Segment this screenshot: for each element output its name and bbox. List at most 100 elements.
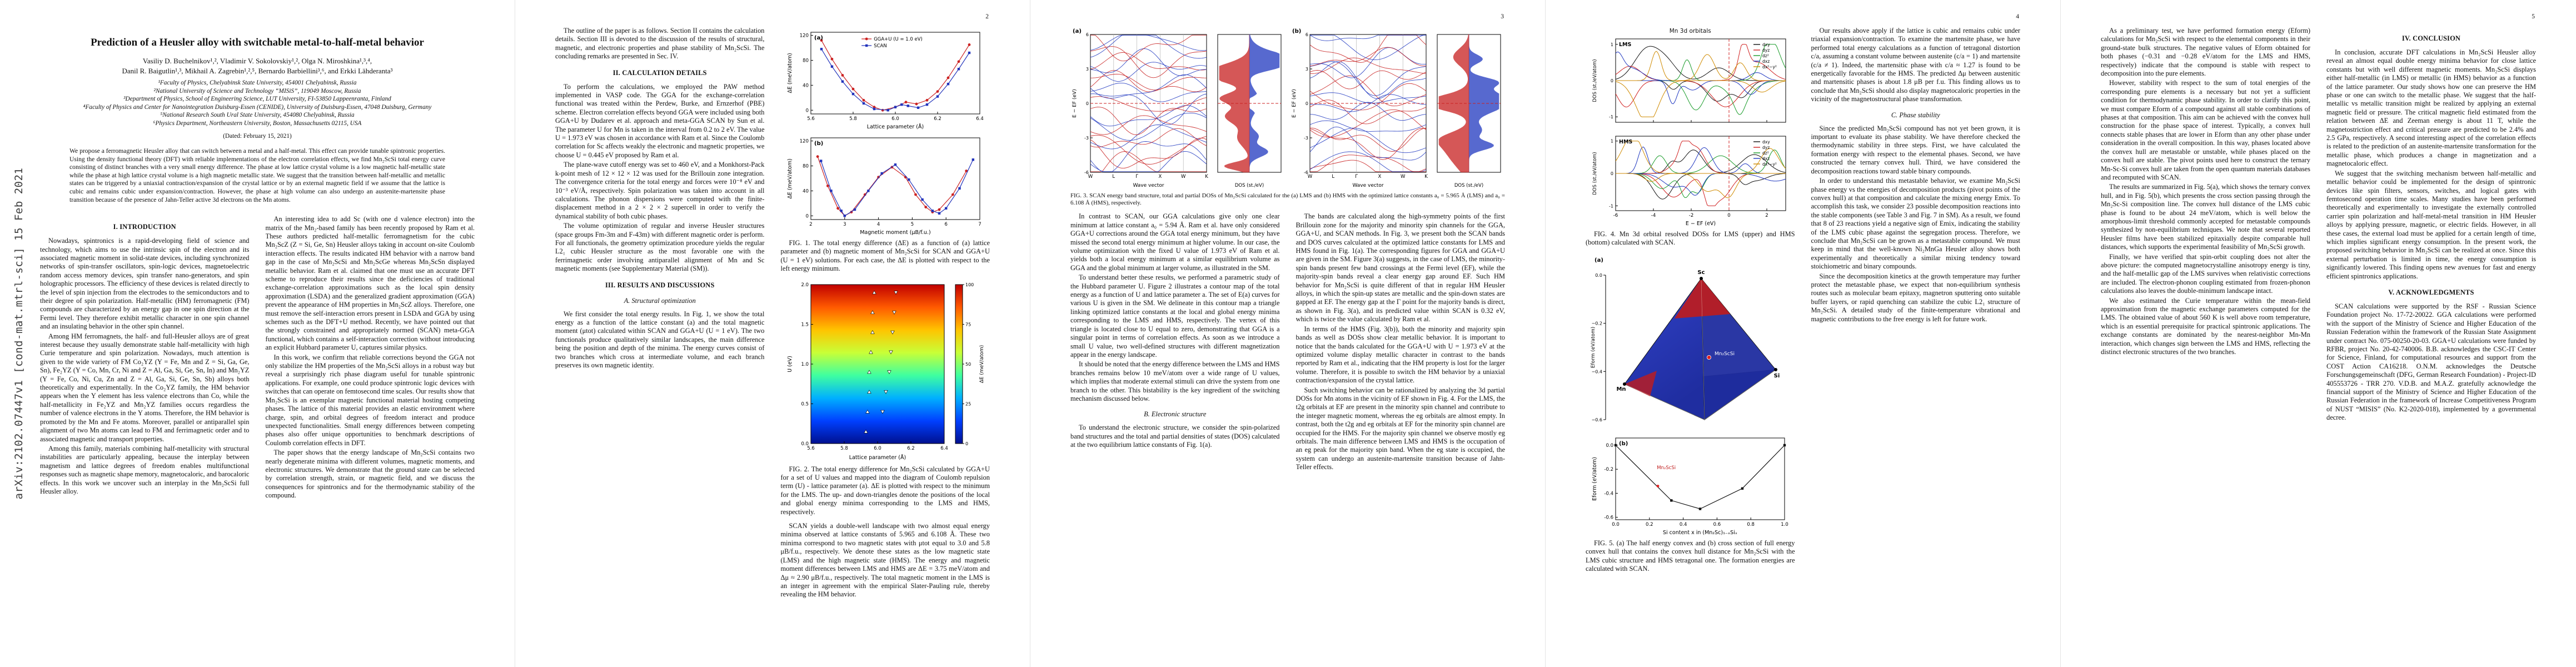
svg-text:-6: -6 — [1304, 170, 1308, 175]
svg-text:U (eV): U (eV) — [787, 356, 793, 372]
svg-text:100: 100 — [965, 282, 974, 287]
svg-text:40: 40 — [803, 188, 809, 194]
svg-text:1.0: 1.0 — [801, 362, 809, 367]
svg-text:0.2: 0.2 — [1646, 522, 1653, 527]
svg-text:0.6: 0.6 — [1713, 522, 1721, 527]
paragraph: In order to understand this metastable b… — [1811, 177, 2021, 271]
svg-text:E − EF (eV): E − EF (eV) — [1686, 221, 1716, 227]
paragraph: We suggest that the switching mechanism … — [2326, 169, 2536, 280]
paragraph: Finally, we have verified that spin-orbi… — [2101, 252, 2310, 295]
svg-text:dz²: dz² — [1762, 151, 1769, 156]
svg-text:75: 75 — [965, 322, 971, 327]
svg-text:W: W — [1307, 174, 1312, 180]
svg-text:5: 5 — [910, 222, 913, 227]
svg-text:Γ: Γ — [1355, 174, 1358, 180]
svg-text:0.0: 0.0 — [801, 441, 809, 447]
svg-text:0.0: 0.0 — [1612, 522, 1620, 527]
svg-text:1.5: 1.5 — [801, 322, 809, 327]
section-heading-introduction: I. INTRODUCTION — [113, 223, 176, 231]
page2-right-column: 5.6 5.8 6.0 6.2 6.4 0 40 80 120 Lattice parameter… — [781, 27, 990, 611]
fig2-energy-heatmap: 5.6 5.8 6.0 6.2 6.4 0.0 0.5 1.0 1.5 2.0 Lattice pa… — [787, 282, 985, 461]
paragraph: In contrast to SCAN, our GGA calculation… — [1070, 212, 1280, 272]
svg-text:−0.6: −0.6 — [1592, 417, 1602, 422]
svg-text:dxy: dxy — [1762, 42, 1770, 47]
svg-text:6: 6 — [1306, 32, 1308, 37]
arxiv-stamp: arXiv:2102.07447v1 [cond-mat.mtrl-sci] 1… — [13, 167, 25, 500]
figure-4-title: Mn 3d orbitals — [1669, 28, 1711, 34]
section-heading-results: III. RESULTS AND DISCUSSIONS — [605, 281, 715, 289]
paragraph: Among this family, materials combining h… — [40, 444, 250, 495]
svg-text:6.4: 6.4 — [976, 116, 984, 122]
svg-text:5.8: 5.8 — [840, 446, 848, 451]
svg-text:3: 3 — [1086, 67, 1089, 72]
affiliation: ²National University of Science and Tech… — [153, 87, 361, 94]
svg-text:5.6: 5.6 — [807, 116, 815, 122]
page5-right-column: IV. CONCLUSION In conclusion, accurate D… — [2326, 27, 2536, 611]
svg-text:-1: -1 — [1609, 115, 1613, 120]
paragraph: The paper shows that the energy landscap… — [265, 449, 475, 500]
svg-text:6: 6 — [944, 222, 947, 227]
fig1-energy-vs-lattice-chart: 5.6 5.8 6.0 6.2 6.4 0 40 80 120 Lattice parameter… — [787, 32, 984, 130]
svg-text:(b): (b) — [814, 141, 823, 147]
svg-text:6.2: 6.2 — [934, 116, 941, 122]
svg-text:6.0: 6.0 — [874, 446, 881, 451]
affiliation: ³Department of Physics, School of Engine… — [123, 96, 391, 102]
page1-right-column: An interesting idea to add Sc (with one … — [266, 215, 475, 571]
subsection-heading-structural-optimization: A. Structural optimization — [624, 296, 696, 305]
svg-text:-0.4: -0.4 — [1605, 491, 1614, 496]
svg-text:Eform (eV/atom): Eform (eV/atom) — [1592, 457, 1598, 501]
svg-text:L: L — [1332, 174, 1334, 180]
svg-text:X: X — [1158, 174, 1162, 180]
paragraph: To understand the electronic structure, … — [1070, 424, 1280, 449]
paragraph: SCAN calculations were supported by the … — [2326, 302, 2536, 422]
svg-text:dyz: dyz — [1762, 48, 1770, 53]
svg-text:DOS (st./eV): DOS (st./eV) — [1454, 183, 1483, 188]
svg-text:W: W — [1088, 174, 1093, 180]
page-1: Prediction of a Heusler alloy with switc… — [0, 0, 515, 667]
figure-2-caption: FIG. 2. The total energy difference for … — [780, 465, 990, 516]
svg-text:6.2: 6.2 — [907, 446, 915, 451]
svg-text:2.0: 2.0 — [801, 282, 809, 288]
fig3-band-structure-hms: -6 -3 0 3 6 W L Γ X W K Wave vector E − EF (eV) (b) — [1292, 28, 1428, 188]
svg-text:Sc: Sc — [1698, 270, 1705, 276]
svg-text:(b): (b) — [1292, 28, 1301, 34]
fig4-orbital-dos-hms: -6 -4 -2 0 2 -1 0 1 E − EF (eV) DOS (st./eV/atom)… — [1592, 136, 1786, 227]
paragraph: The volume optimization of regular and i… — [555, 222, 765, 273]
svg-text:Si: Si — [1774, 373, 1780, 379]
paragraph: Since the predicted Mn₂ScSi compound has… — [1811, 124, 2021, 175]
paragraph: An interesting idea to add Sc (with one … — [265, 215, 475, 352]
page-3: 3 -6 -3 0 3 6 W L Γ X W K Wave vector E − EF (eV) (a)… — [1030, 0, 1546, 667]
svg-text:ΔE (meV/atom): ΔE (meV/atom) — [787, 53, 793, 93]
paragraph: Our results above apply if the lattice i… — [1811, 27, 2021, 103]
svg-text:dx²−y²: dx²−y² — [1762, 162, 1777, 167]
svg-text:Si content x in (Mn₂Sc)₁₋ₓSiₓ: Si content x in (Mn₂Sc)₁₋ₓSiₓ — [1663, 530, 1737, 536]
svg-text:0: 0 — [805, 108, 808, 113]
paragraph: To perform the calculations, we employed… — [555, 82, 765, 159]
figure-5-caption: FIG. 5. (a) The half energy convex and (… — [1586, 539, 1795, 573]
paragraph: The results are summarized in Fig. 5(a),… — [2101, 183, 2310, 251]
svg-text:120: 120 — [800, 139, 809, 145]
svg-text:Eform (eV/atom): Eform (eV/atom) — [1591, 327, 1596, 369]
svg-text:25: 25 — [965, 401, 971, 406]
svg-text:(a): (a) — [1595, 257, 1603, 263]
section-heading-acknowledgments: V. ACKNOWLEDGMENTS — [2388, 288, 2474, 296]
svg-text:dyz: dyz — [1762, 145, 1770, 150]
authors-line-1: Vasiliy D. Buchelnikov¹,², Vladimir V. S… — [142, 57, 372, 65]
page4-left-column: Mn 3d orbitals -1 0 1 DOS (st./eV/atom) dxy d… — [1586, 27, 1795, 611]
figure-1: 5.6 5.8 6.0 6.2 6.4 0 40 80 120 Lattice parameter… — [781, 28, 990, 273]
svg-text:dxy: dxy — [1762, 140, 1770, 145]
svg-text:E − EF (eV): E − EF (eV) — [1292, 89, 1297, 117]
page1-left-column: I. INTRODUCTION Nowadays, spintronics is… — [40, 215, 250, 571]
svg-text:L: L — [1112, 174, 1115, 180]
svg-text:Mn₂ScSi: Mn₂ScSi — [1657, 465, 1676, 471]
page-2: 2 The outline of the paper is as follows… — [515, 0, 1030, 667]
figure-3: -6 -3 0 3 6 W L Γ X W K Wave vector E − EF (eV) (a) D… — [1070, 27, 1505, 207]
svg-text:1: 1 — [1611, 42, 1613, 47]
svg-text:dz²: dz² — [1762, 53, 1769, 58]
fig3-dos-hms: DOS (st./eV) — [1437, 34, 1501, 188]
svg-text:80: 80 — [803, 163, 809, 169]
figure-2: 5.6 5.8 6.0 6.2 6.4 0.0 0.5 1.0 1.5 2.0 Lattice pa… — [781, 279, 990, 516]
svg-text:1: 1 — [1611, 139, 1613, 144]
